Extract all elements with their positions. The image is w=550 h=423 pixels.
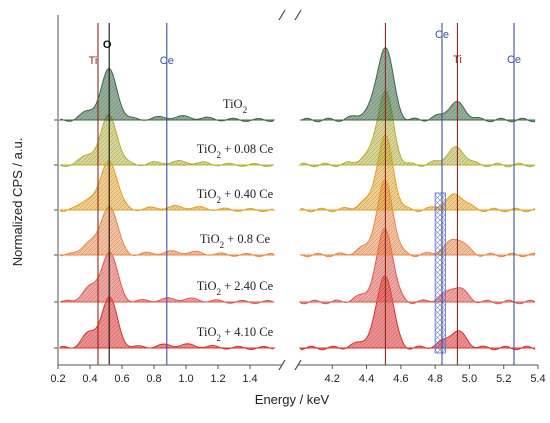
plot-area: TiO2 + 4.10 Ce TiO2 + 2.40 Ce TiO2 + 0.8 C… — [58, 23, 536, 365]
highlight-band — [434, 192, 446, 354]
marker-label-o: O — [103, 39, 112, 51]
spectrum-hatch — [300, 134, 535, 212]
x-axis-title: Energy / keV — [255, 392, 330, 407]
spectrum-right-2 — [298, 133, 536, 213]
marker-label-ce: Ce — [160, 55, 174, 67]
axes: 0.2 0.4 0.6 0.8 1.0 1.2 1.4 4.2 4.4 4.6 4.8 5.0 5.2 5… — [50, 9, 546, 385]
series-label-0: TiO2 — [223, 97, 247, 115]
x-tick-label: 1.0 — [178, 373, 193, 385]
x-tick-label: 5.2 — [496, 373, 511, 385]
spectrum-right-5 — [298, 275, 536, 351]
x-tick-label: 5.0 — [462, 373, 477, 385]
spectrum-right-1 — [298, 90, 536, 168]
x-tick-label: 0.2 — [50, 373, 65, 385]
x-tick-label: 0.6 — [114, 373, 129, 385]
spectrum-right-4 — [298, 228, 536, 305]
spectrum-hatch — [60, 114, 274, 167]
axis-break-mark — [294, 359, 302, 371]
series-label-3: TiO2 + 0.8 Ce — [200, 232, 271, 250]
marker-label-ce: Ce — [435, 29, 449, 41]
spectrum-hatch — [60, 68, 274, 122]
spectrum-hatch — [60, 252, 274, 304]
x-tick-label: 4.6 — [393, 373, 408, 385]
spectrum-hatch — [60, 206, 274, 257]
series-label-2: TiO2 + 0.40 Ce — [197, 187, 274, 205]
y-axis-title: Normalized CPS / a.u. — [10, 138, 25, 267]
x-tick-label: 4.2 — [325, 373, 340, 385]
spectrum-hatch — [300, 90, 535, 167]
marker-label-ce: Ce — [507, 54, 521, 66]
series-label-1: TiO2 + 0.08 Ce — [197, 142, 274, 160]
marker-label-ti: Ti — [453, 54, 462, 66]
spectrum-hatch — [300, 228, 535, 304]
spectrum-hatch — [300, 275, 535, 350]
x-tick-label: 0.8 — [146, 373, 161, 385]
spectrum-hatch — [300, 47, 535, 122]
spectrum-hatch — [300, 180, 535, 257]
spectrum-hatch — [60, 296, 274, 350]
x-tick-label: 1.2 — [210, 373, 225, 385]
axis-break-mark — [294, 9, 302, 21]
x-tick-label: 4.8 — [427, 373, 442, 385]
x-tick-label: 4.4 — [359, 373, 374, 385]
spectrum-right-3 — [299, 179, 536, 258]
axis-break-mark — [278, 359, 286, 371]
x-tick-label: 0.4 — [82, 373, 97, 385]
x-tick-label: 5.4 — [530, 373, 545, 385]
spectrum-right-0 — [299, 46, 536, 123]
spectrum-hatch — [60, 160, 274, 212]
axis-break-mark — [278, 9, 286, 21]
series-label-5: TiO2 + 4.10 Ce — [197, 325, 274, 343]
marker-label-ti: Ti — [89, 55, 98, 67]
series-label-4: TiO2 + 2.40 Ce — [197, 279, 274, 297]
x-tick-label: 1.4 — [242, 373, 257, 385]
